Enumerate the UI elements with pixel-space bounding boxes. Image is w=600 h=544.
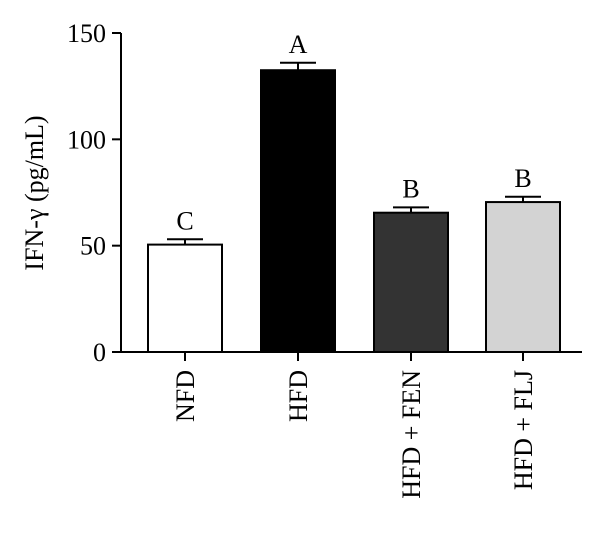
x-category-label: NFD (171, 370, 200, 422)
bar-hfd-fen (373, 211, 449, 353)
bar-nfd (147, 243, 223, 353)
significance-label: B (514, 164, 531, 193)
significance-label: B (402, 174, 419, 203)
x-category-label: HFD (284, 370, 313, 422)
bar-hfd-flj (485, 201, 561, 353)
y-tick-label: 50 (80, 232, 106, 261)
x-category-label: HFD + FEN (397, 370, 426, 499)
labels: C NFD A HFD B HFD + FEN B HFD + FLJ (171, 30, 538, 499)
significance-label: A (289, 30, 308, 59)
y-axis-title: IFN-γ (pg/mL) (20, 115, 49, 270)
bars (147, 61, 561, 353)
y-tick-label: 100 (67, 125, 106, 154)
bar-hfd (260, 69, 336, 353)
x-category-label: HFD + FLJ (509, 370, 538, 490)
y-tick-label: 150 (67, 19, 106, 48)
significance-label: C (176, 206, 193, 235)
y-tick-label: 0 (93, 338, 106, 367)
